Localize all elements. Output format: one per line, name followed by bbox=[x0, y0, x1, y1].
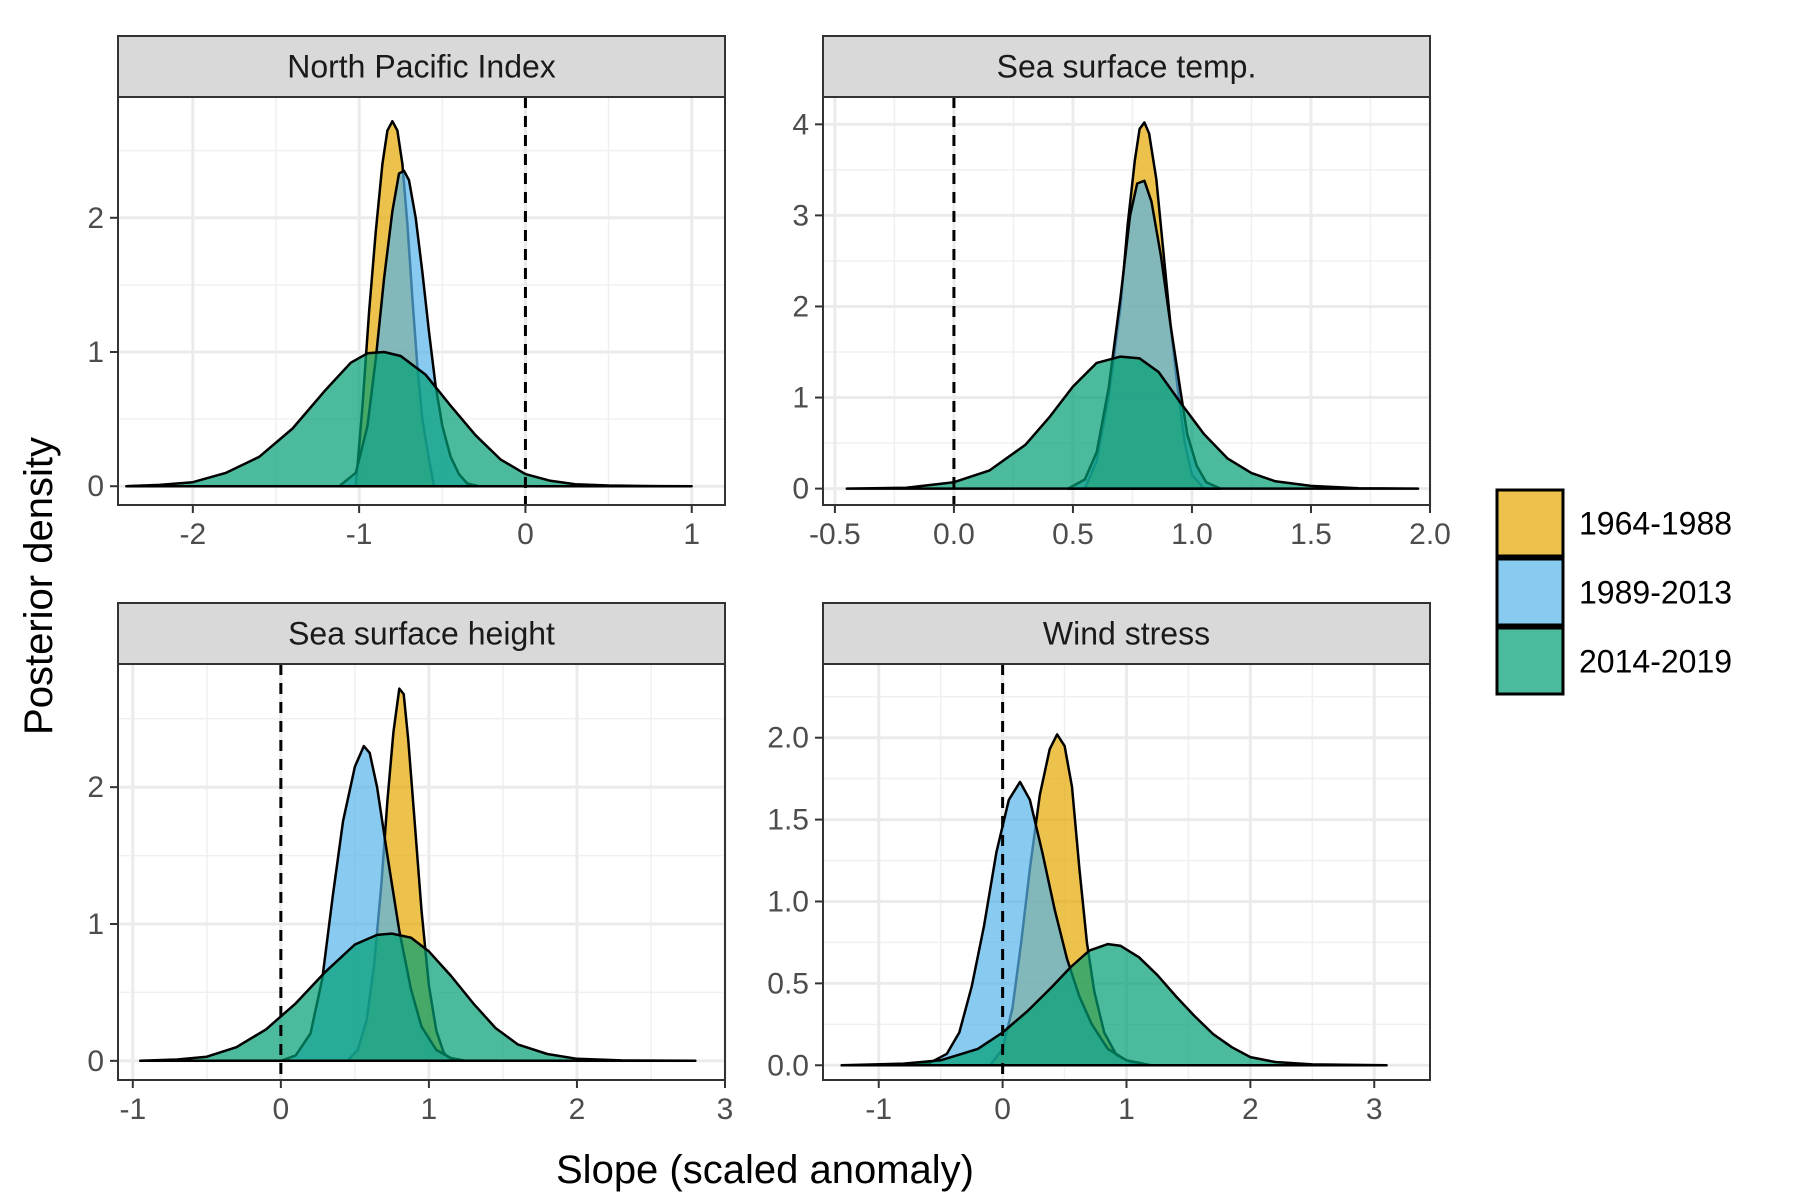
y-tick-label: 1 bbox=[87, 336, 104, 369]
x-tick-label: -1 bbox=[346, 518, 373, 551]
x-axis-title: Slope (scaled anomaly) bbox=[556, 1148, 974, 1192]
x-tick-label: 2 bbox=[1242, 1093, 1259, 1126]
legend-key-2 bbox=[1495, 557, 1565, 627]
x-tick-label: 0 bbox=[994, 1093, 1011, 1126]
y-tick-label: 4 bbox=[792, 108, 809, 141]
y-tick-label: 0 bbox=[792, 473, 809, 506]
x-tick-label: 0.5 bbox=[1052, 518, 1094, 551]
x-tick-label: 1 bbox=[683, 518, 700, 551]
x-tick-label: 1.5 bbox=[1290, 518, 1332, 551]
x-tick-label: 1 bbox=[421, 1093, 438, 1126]
x-tick-label: 3 bbox=[1366, 1093, 1383, 1126]
y-tick-label: 1.0 bbox=[767, 885, 809, 918]
panel-4: Wind stress -1 0 1 2 3 0.0 0.5 1.0 1.5 2.0 bbox=[767, 602, 1431, 1126]
x-tick-label: 0.0 bbox=[933, 518, 975, 551]
panel-title: North Pacific Index bbox=[287, 49, 556, 85]
x-tick-label: 0 bbox=[273, 1093, 290, 1126]
x-tick-label: 1 bbox=[1118, 1093, 1135, 1126]
x-tick-label: 1.0 bbox=[1171, 518, 1213, 551]
x-tick-label: -2 bbox=[179, 518, 206, 551]
y-tick-label: 0 bbox=[87, 1045, 104, 1078]
density-area-3 bbox=[138, 932, 697, 1063]
strip-background bbox=[822, 35, 1431, 98]
x-tick-label: 2 bbox=[569, 1093, 586, 1126]
y-tick-label: 1 bbox=[87, 908, 104, 941]
legend-label-3: 2014-2019 bbox=[1579, 644, 1732, 680]
x-tick-label: 2.0 bbox=[1409, 518, 1451, 551]
y-tick-label: 2.0 bbox=[767, 722, 809, 755]
density-area-3 bbox=[845, 355, 1420, 490]
y-tick-label: 0.0 bbox=[767, 1049, 809, 1082]
panel-2: Sea surface temp. -0.5 0.0 0.5 1.0 1.5 2.0 0 1 2 3… bbox=[792, 35, 1451, 551]
legend-key-1 bbox=[1495, 488, 1565, 558]
y-tick-label: 0.5 bbox=[767, 967, 809, 1000]
density-area-3 bbox=[840, 942, 1388, 1067]
x-tick-label: -1 bbox=[865, 1093, 892, 1126]
y-tick-label: 2 bbox=[87, 202, 104, 235]
panel-border bbox=[117, 96, 726, 506]
strip-background bbox=[822, 602, 1431, 665]
panel-title: Sea surface height bbox=[288, 616, 555, 652]
y-tick-label: 1.5 bbox=[767, 804, 809, 837]
panel-border bbox=[822, 96, 1431, 506]
x-tick-label: -1 bbox=[119, 1093, 146, 1126]
panel-3: Sea surface height -1 0 1 2 3 0 1 2 bbox=[87, 602, 734, 1126]
panel-border bbox=[117, 663, 726, 1081]
y-tick-label: 3 bbox=[792, 199, 809, 232]
x-tick-label: -0.5 bbox=[809, 518, 861, 551]
panel-title: Wind stress bbox=[1043, 616, 1210, 652]
y-tick-label: 0 bbox=[87, 470, 104, 503]
x-tick-label: 0 bbox=[517, 518, 534, 551]
y-tick-label: 1 bbox=[792, 382, 809, 415]
x-tick-label: 3 bbox=[717, 1093, 734, 1126]
y-axis-title: Posterior density bbox=[17, 437, 61, 735]
legend-label-2: 1989-2013 bbox=[1579, 575, 1732, 611]
panel-1: North Pacific Index -2 -1 0 1 0 1 2 bbox=[87, 35, 726, 551]
panel-title: Sea surface temp. bbox=[997, 49, 1257, 85]
legend-label-1: 1964-1988 bbox=[1579, 506, 1732, 542]
density-area-3 bbox=[125, 350, 693, 488]
y-tick-label: 2 bbox=[87, 771, 104, 804]
y-tick-label: 2 bbox=[792, 290, 809, 323]
legend-key-3 bbox=[1495, 626, 1565, 696]
strip-background bbox=[117, 602, 726, 665]
legend: 1964-1988 1989-2013 2014-2019 bbox=[1495, 488, 1732, 696]
strip-background bbox=[117, 35, 726, 98]
